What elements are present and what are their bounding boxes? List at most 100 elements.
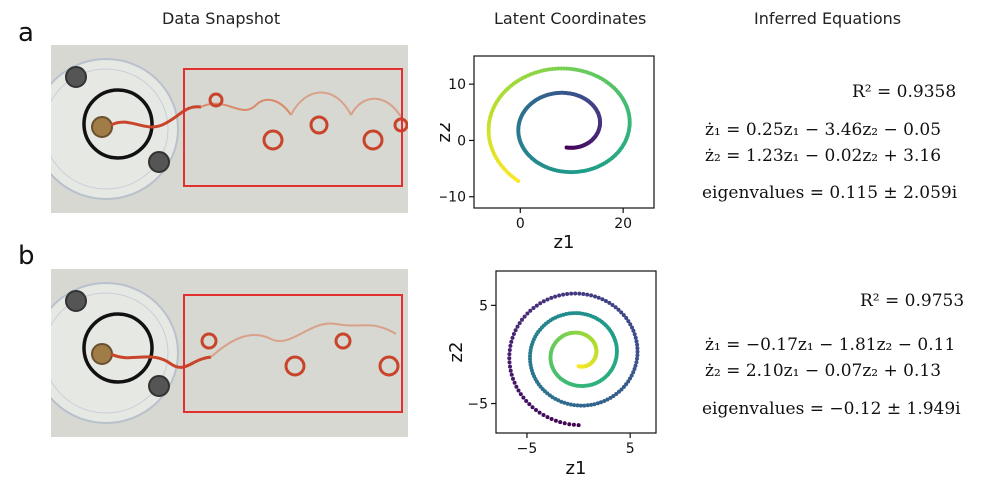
- data-point: [510, 335, 515, 340]
- r2-value-b: R² = 0.9753: [860, 291, 965, 311]
- data-point: [626, 319, 631, 324]
- data-point: [603, 299, 608, 303]
- data-point: [607, 300, 612, 305]
- data-point: [602, 399, 607, 403]
- data-point: [573, 291, 578, 296]
- bolt-icon: [65, 66, 87, 88]
- data-point: [567, 422, 572, 427]
- latent-coordinates-plot-a: 0 20 10 0 −10 z1 z2: [440, 55, 655, 252]
- data-point: [619, 387, 624, 392]
- data-point: [524, 399, 529, 403]
- data-point: [595, 401, 600, 406]
- data-point: [509, 372, 514, 377]
- data-point: [561, 66, 566, 71]
- data-point: [520, 317, 524, 322]
- data-point: [578, 403, 583, 408]
- data-point: [562, 421, 567, 426]
- data-point: [537, 410, 542, 415]
- data-point: [624, 382, 629, 387]
- data-point: [561, 292, 566, 297]
- data-point: [631, 370, 636, 375]
- data-point: [619, 310, 624, 315]
- data-point: [562, 400, 567, 405]
- data-point: [518, 392, 523, 397]
- data-point: [557, 293, 562, 298]
- scatter-points-b: [507, 291, 640, 428]
- data-point: [632, 367, 637, 371]
- data-point: [538, 301, 543, 306]
- data-point: [576, 423, 581, 428]
- equation-z2-b: ż₂ = 2.10z₁ − 0.07z₂ + 0.13: [705, 361, 942, 381]
- data-point: [593, 294, 597, 299]
- data-point: [589, 293, 594, 298]
- data-point: [541, 299, 546, 304]
- header-inferred-equations: Inferred Equations: [754, 9, 902, 28]
- x-tick-label: 20: [614, 216, 632, 232]
- flow-tank-illustration-b: [51, 269, 408, 437]
- data-point: [525, 311, 530, 316]
- data-point: [512, 380, 517, 385]
- data-point: [621, 313, 626, 318]
- header-latent-coordinates: Latent Coordinates: [494, 9, 647, 28]
- data-point: [508, 343, 513, 348]
- data-point: [549, 295, 554, 300]
- data-point: [582, 403, 587, 408]
- y-tick-label: −5: [467, 397, 488, 413]
- data-point: [630, 325, 634, 330]
- data-point: [559, 66, 564, 71]
- data-point: [522, 314, 527, 319]
- x-axis-label: z1: [566, 458, 587, 478]
- y-axis-label: z2: [440, 122, 455, 143]
- data-point: [633, 363, 638, 368]
- data-point: [514, 384, 519, 389]
- data-point: [530, 405, 535, 410]
- data-point: [545, 415, 550, 420]
- region-of-interest-frame: [183, 68, 403, 187]
- data-point: [553, 418, 558, 423]
- data-point: [581, 292, 586, 296]
- bolt-icon: [148, 151, 170, 173]
- data-point: [534, 408, 538, 412]
- data-point: [614, 392, 619, 396]
- data-point: [635, 342, 640, 347]
- data-point: [599, 400, 603, 405]
- plot-frame: [473, 55, 655, 209]
- data-point: [564, 66, 569, 71]
- data-point: [545, 297, 550, 302]
- data-point: [635, 356, 639, 361]
- data-snapshot-a: [51, 45, 408, 213]
- header-data-snapshot: Data Snapshot: [162, 9, 281, 28]
- data-snapshot-b: [51, 269, 408, 437]
- data-point: [628, 376, 632, 381]
- data-point: [559, 399, 564, 404]
- data-point: [569, 291, 574, 296]
- data-point: [585, 403, 590, 408]
- data-point: [508, 368, 513, 373]
- data-point: [585, 292, 590, 297]
- data-point: [534, 303, 539, 308]
- data-point: [511, 332, 516, 336]
- data-point: [508, 364, 512, 369]
- data-point: [528, 308, 533, 313]
- y-tick-label: 0: [457, 133, 466, 149]
- data-point: [507, 356, 512, 361]
- data-point: [549, 417, 554, 421]
- equation-z1-a: ż₁ = 0.25z₁ − 3.46z₂ − 0.05: [705, 120, 942, 140]
- data-point: [515, 324, 520, 329]
- data-point: [521, 395, 526, 400]
- x-axis-label: z1: [554, 232, 575, 252]
- data-point: [635, 349, 640, 354]
- data-point: [553, 294, 558, 299]
- eigenvalues-a: eigenvalues = 0.115 ± 2.059i: [702, 183, 958, 203]
- data-point: [511, 376, 515, 381]
- bolt-icon: [148, 375, 170, 397]
- y-tick-label: 5: [479, 298, 488, 314]
- data-point: [528, 362, 533, 367]
- data-point: [613, 305, 618, 310]
- scatter-points-a: [486, 66, 632, 183]
- data-point: [571, 422, 576, 427]
- data-point: [592, 402, 597, 407]
- data-point: [528, 354, 532, 359]
- data-point: [631, 328, 636, 333]
- data-point: [531, 306, 536, 310]
